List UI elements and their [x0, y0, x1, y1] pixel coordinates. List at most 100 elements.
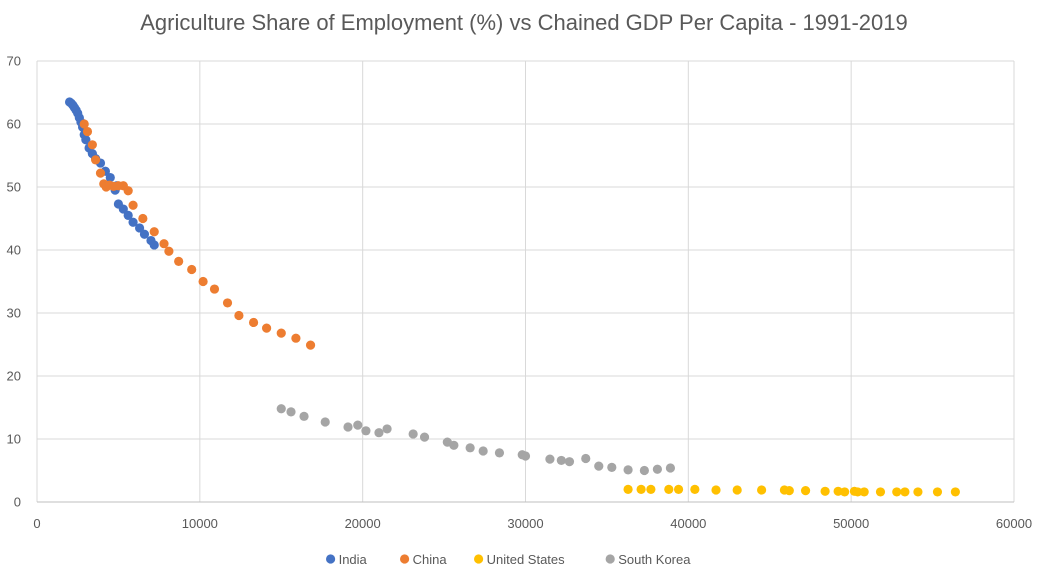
y-tick-label: 0 [14, 495, 21, 510]
legend: India China United States South Korea [326, 552, 691, 567]
data-point [81, 135, 91, 145]
data-point [784, 486, 794, 496]
series-south-korea [276, 404, 676, 476]
data-point [757, 485, 767, 495]
data-point [198, 276, 208, 287]
legend-label: South Korea [618, 552, 691, 567]
x-axis-ticks: 0 10000 20000 30000 40000 50000 60000 [33, 516, 1032, 531]
data-point [594, 461, 604, 471]
data-point [291, 333, 301, 343]
data-point [95, 168, 106, 178]
data-point [932, 487, 943, 497]
data-point [343, 422, 353, 432]
data-point [556, 455, 566, 466]
data-point [222, 298, 233, 308]
data-point [123, 210, 133, 220]
x-tick-label: 30000 [507, 516, 543, 531]
legend-item: China [400, 552, 447, 567]
data-point [382, 424, 392, 434]
legend-marker [474, 554, 484, 564]
legend-marker [326, 554, 336, 564]
data-point [465, 443, 475, 453]
data-point [639, 465, 649, 476]
data-point [139, 229, 150, 239]
data-point [276, 328, 286, 338]
y-tick-label: 20 [7, 369, 21, 384]
data-point [449, 440, 459, 450]
data-point [138, 213, 148, 224]
data-point [305, 340, 316, 350]
data-point [118, 204, 128, 214]
data-point [353, 420, 363, 430]
data-point [875, 487, 886, 497]
series-united-states [623, 484, 960, 497]
data-point [950, 487, 960, 497]
data-points [64, 97, 960, 497]
y-tick-label: 60 [7, 117, 21, 132]
data-point [494, 448, 505, 458]
x-tick-label: 0 [33, 516, 40, 531]
data-point [361, 426, 371, 436]
data-point [820, 486, 830, 496]
data-point [408, 429, 418, 439]
data-point [711, 485, 721, 495]
data-point [286, 407, 296, 417]
data-point [607, 462, 617, 472]
data-point [636, 484, 646, 494]
data-point [128, 217, 138, 227]
data-point [646, 484, 656, 494]
data-point [732, 485, 742, 495]
data-point [187, 264, 197, 275]
data-point [623, 484, 633, 494]
data-point [581, 453, 591, 464]
data-point [853, 487, 863, 497]
legend-item: India [326, 552, 368, 567]
data-point [320, 417, 330, 427]
data-point [134, 223, 145, 233]
y-tick-label: 40 [7, 243, 21, 258]
data-point [664, 484, 674, 494]
data-point [149, 227, 159, 237]
x-tick-label: 20000 [345, 516, 381, 531]
grid-lines [37, 60, 1015, 502]
data-point [128, 200, 138, 210]
data-point [690, 484, 700, 494]
data-point [79, 119, 89, 129]
data-point [840, 487, 850, 497]
y-axis-ticks: 0 10 20 30 40 50 60 70 [7, 54, 21, 510]
data-point [164, 246, 174, 256]
data-point [82, 126, 93, 137]
data-point [276, 404, 286, 414]
data-point [123, 186, 133, 196]
x-tick-label: 60000 [996, 516, 1032, 531]
x-tick-label: 40000 [670, 516, 706, 531]
data-point [800, 486, 811, 496]
legend-item: South Korea [605, 552, 691, 567]
data-point [623, 465, 633, 475]
data-point [209, 284, 220, 294]
y-tick-label: 30 [7, 306, 21, 321]
data-point [87, 140, 97, 150]
data-point [652, 464, 662, 474]
data-point [91, 155, 101, 165]
data-point [419, 432, 430, 442]
legend-item: United States [474, 552, 565, 567]
data-point [261, 323, 272, 333]
legend-label: United States [487, 552, 566, 567]
x-tick-label: 10000 [182, 516, 218, 531]
data-point [673, 484, 684, 494]
data-point [892, 487, 902, 497]
data-point [234, 310, 244, 321]
data-point [478, 446, 488, 456]
legend-label: India [339, 552, 368, 567]
data-point [248, 317, 259, 328]
data-point [564, 457, 575, 467]
data-point [149, 240, 159, 250]
data-point [520, 451, 531, 461]
data-point [159, 239, 169, 249]
data-point [174, 256, 184, 266]
data-point [913, 487, 923, 497]
legend-marker [400, 554, 410, 564]
